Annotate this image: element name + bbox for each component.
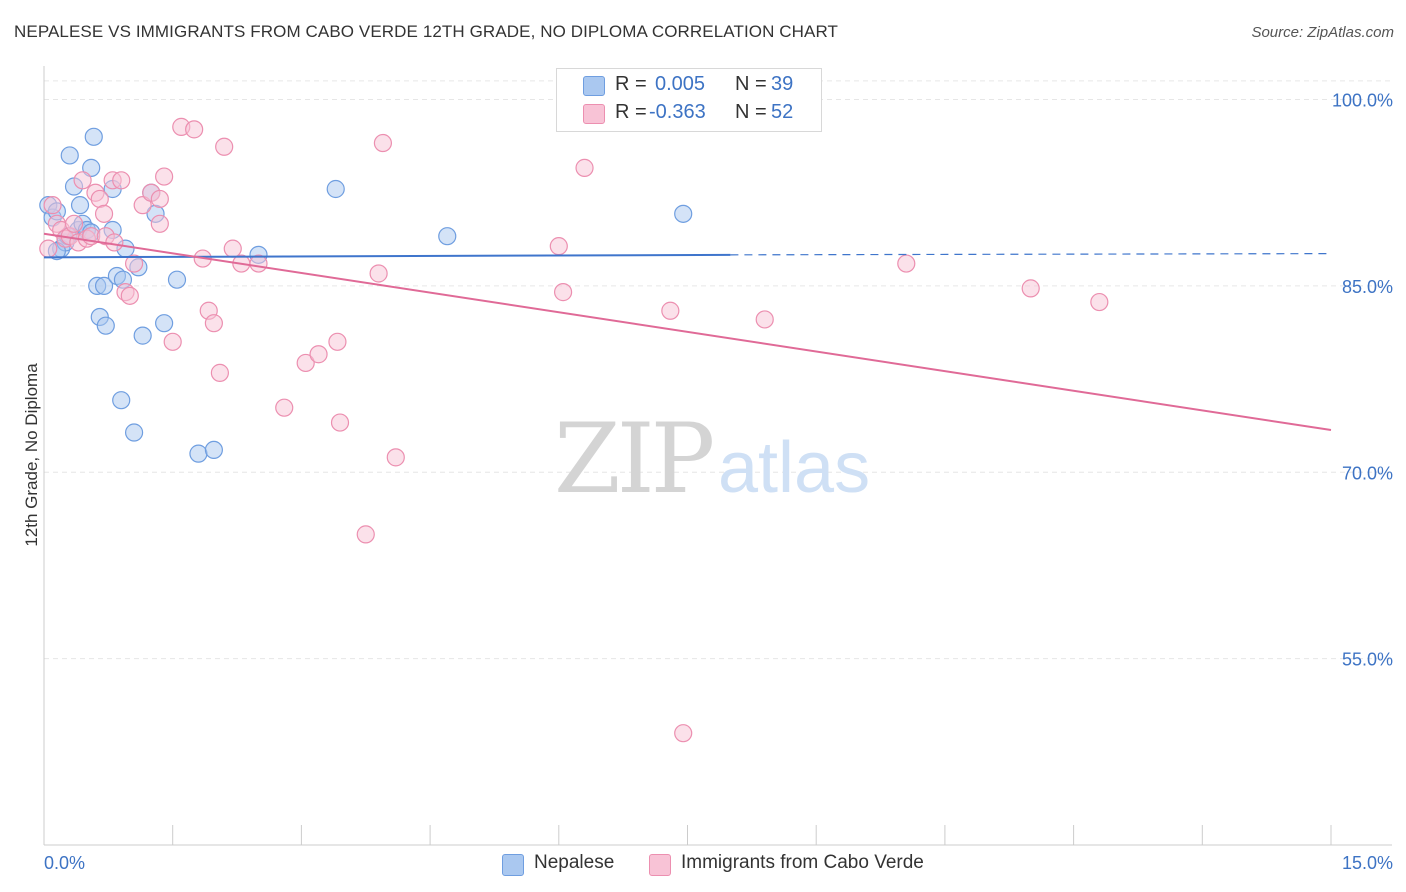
legend-swatch-nepalese (583, 76, 605, 96)
data-point (328, 332, 347, 351)
stats-legend: R = 0.005 N = 39 R = -0.363 N = 52 (556, 68, 822, 132)
data-point (215, 137, 234, 156)
bottom-legend-swatch-cabo-verde (649, 854, 671, 876)
data-point (155, 167, 174, 186)
y-tick-label: 100.0% (1332, 91, 1393, 111)
data-point (112, 391, 131, 410)
data-point (373, 133, 393, 153)
legend-row-nepalese: R = 0.005 N = 39 (557, 73, 821, 99)
watermark-atlas: atlas (718, 428, 870, 508)
trendline-cabo-verde (43, 232, 1332, 432)
x-tick-label: 15.0% (1342, 853, 1393, 873)
data-point (94, 204, 114, 223)
data-point (64, 214, 84, 233)
y-axis-label: 12th Grade, No Diploma (22, 363, 41, 547)
data-point (112, 171, 131, 190)
legend-swatch-cabo-verde (583, 104, 605, 124)
data-point (553, 283, 573, 302)
data-point (275, 398, 294, 417)
r-value: -0.363 (649, 101, 706, 123)
data-point (82, 158, 101, 177)
data-point (204, 314, 223, 333)
data-point (204, 440, 223, 460)
x-tick-label: 0.0% (44, 853, 85, 873)
data-point (1090, 292, 1109, 312)
n-label: N = (735, 101, 767, 123)
n-value: 39 (771, 73, 794, 95)
y-tick-label: 55.0% (1342, 650, 1393, 670)
watermark-zip: ZIP (554, 403, 713, 515)
data-point (150, 214, 169, 233)
data-point (96, 316, 115, 335)
data-point (755, 310, 774, 329)
data-point (575, 158, 594, 177)
data-point (369, 264, 388, 283)
data-point (210, 363, 229, 382)
bottom-legend-label-cabo-verde: Immigrants from Cabo Verde (681, 852, 924, 873)
r-label: R = (615, 73, 647, 95)
data-point (356, 525, 375, 544)
data-point (133, 326, 152, 345)
y-tick-label: 85.0% (1342, 277, 1393, 297)
data-point (386, 448, 405, 467)
data-point (39, 239, 58, 258)
n-label: N = (735, 73, 767, 95)
data-point (249, 254, 268, 273)
data-point (674, 204, 693, 223)
data-point (90, 189, 109, 209)
data-point (70, 196, 90, 215)
data-point (124, 423, 144, 442)
data-point (326, 179, 345, 199)
data-point (105, 233, 124, 252)
y-tick-label: 70.0% (1342, 463, 1393, 483)
n-value: 52 (771, 101, 794, 123)
data-point (223, 239, 242, 258)
data-point (330, 413, 350, 432)
data-point (661, 301, 680, 320)
data-point (155, 314, 174, 333)
r-value: 0.005 (655, 73, 706, 95)
chart-title: NEPALESE VS IMMIGRANTS FROM CABO VERDE 1… (14, 22, 839, 41)
legend-row-cabo-verde: R = -0.363 N = 52 (557, 101, 821, 127)
data-point (133, 196, 152, 215)
data-point (120, 286, 139, 305)
data-point (167, 270, 187, 289)
data-point (124, 254, 144, 273)
bottom-legend-swatch-nepalese (502, 854, 524, 876)
trendline-nepalese-extension (730, 253, 1332, 256)
data-point (73, 171, 92, 190)
trendline-nepalese (43, 253, 731, 259)
r-label: R = (615, 101, 647, 123)
data-point (549, 237, 568, 256)
data-point (189, 444, 208, 463)
data-point (60, 146, 79, 165)
bottom-legend-label-nepalese: Nepalese (534, 852, 615, 873)
data-point (1021, 279, 1040, 298)
data-point (84, 127, 103, 146)
data-point (43, 196, 62, 215)
data-point (185, 120, 204, 139)
data-point (897, 254, 916, 273)
data-point (94, 276, 114, 296)
data-point (674, 724, 693, 743)
data-point (438, 227, 457, 246)
data-point (163, 332, 182, 351)
data-point (150, 189, 169, 209)
data-point (309, 345, 328, 364)
data-point (296, 353, 315, 373)
source-label: Source: ZipAtlas.com (1251, 24, 1394, 41)
